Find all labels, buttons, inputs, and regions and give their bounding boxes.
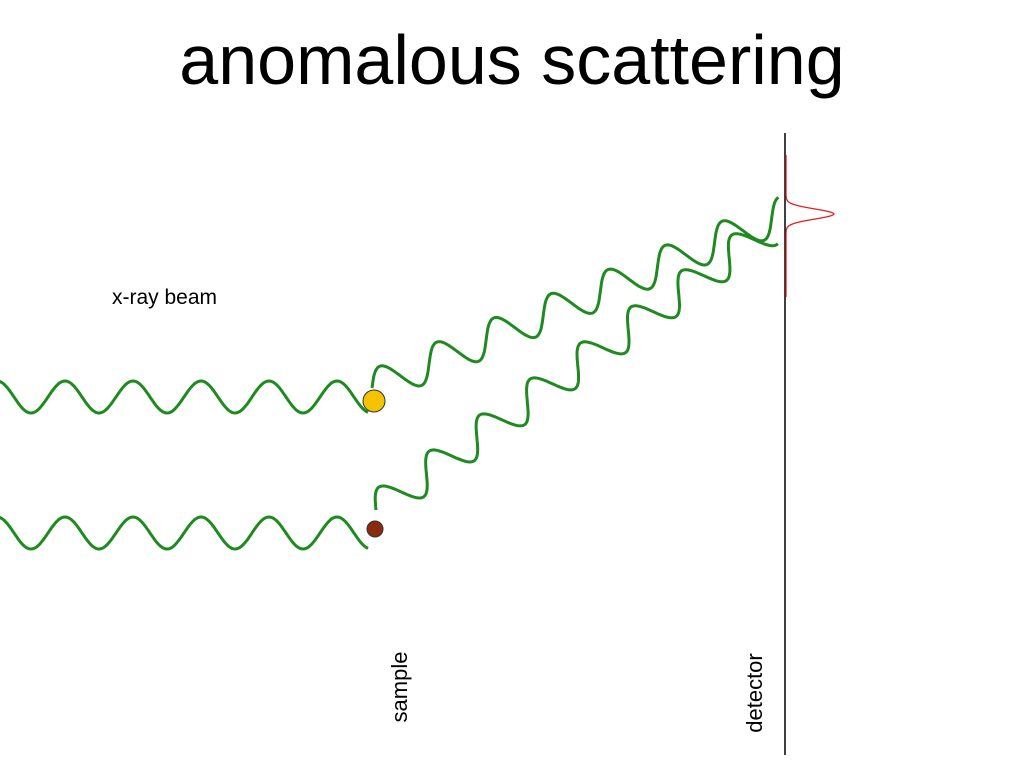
x-ray-beam-label: x-ray beam xyxy=(112,286,218,309)
incident-wave-upper xyxy=(0,379,369,415)
anomalous-atom-icon xyxy=(366,520,384,538)
detector-peak-curve xyxy=(785,155,835,297)
normal-atom-icon xyxy=(362,389,386,413)
slide-title: anomalous scattering xyxy=(179,21,845,99)
incident-wave-lower xyxy=(0,515,369,551)
scattered-wave-upper xyxy=(370,196,780,389)
scattered-wave-lower xyxy=(373,232,779,511)
